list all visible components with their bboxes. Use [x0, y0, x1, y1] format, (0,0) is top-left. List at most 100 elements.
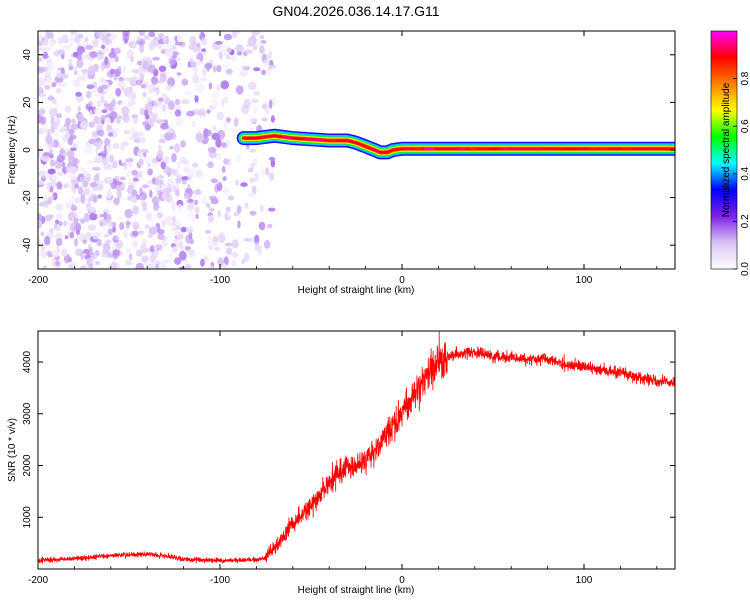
colorbar-tick-label: 0.6: [740, 119, 750, 133]
heatmap-noise-cell: [132, 205, 139, 215]
heatmap-noise-cell: [114, 236, 119, 241]
snr-plot-frame: [37, 330, 676, 570]
heatmap-noise-cell: [246, 123, 251, 132]
heatmap-noise-cell: [252, 104, 258, 115]
heatmap-noise-cell: [222, 120, 228, 130]
heatmap-y-tick-label: -40: [22, 238, 33, 253]
heatmap-noise-cell: [99, 221, 103, 227]
heatmap-noise-cell: [91, 88, 96, 96]
heatmap-noise-cell: [90, 182, 98, 188]
heatmap-noise-cell: [143, 34, 151, 40]
heatmap-noise-cell: [239, 71, 249, 77]
heatmap-x-tick-label: -100: [210, 275, 230, 286]
heatmap-noise-cell: [259, 204, 264, 212]
heatmap-noise-cell: [167, 168, 175, 175]
heatmap-noise-cell: [138, 70, 143, 81]
colorbar-tick-label: 0.0: [740, 262, 750, 276]
heatmap-noise-cell: [87, 224, 97, 231]
heatmap-y-tick-label: 20: [22, 96, 33, 108]
heatmap-noise-cell: [38, 77, 46, 86]
heatmap-noise-cell: [139, 43, 144, 54]
heatmap-noise-cell: [82, 180, 89, 188]
heatmap-noise-cell: [147, 264, 156, 269]
heatmap-noise-cell: [70, 147, 77, 152]
heatmap-noise-cell: [125, 170, 132, 177]
heatmap-noise-cell: [110, 47, 115, 54]
heatmap-noise-cell: [40, 116, 47, 125]
heatmap-noise-cell: [203, 128, 209, 138]
heatmap-noise-cell: [215, 152, 223, 160]
heatmap-noise-cell: [243, 238, 252, 242]
heatmap-noise-cell: [128, 253, 133, 261]
heatmap-noise-cell: [165, 215, 174, 226]
heatmap-carrier-peak: [358, 142, 369, 149]
heatmap-noise-cell: [131, 169, 138, 176]
heatmap-x-tick-label: -200: [28, 275, 48, 286]
heatmap-noise-cell: [92, 186, 97, 191]
heatmap-noise-cell: [87, 66, 97, 75]
heatmap-noise-cell: [89, 213, 98, 221]
snr-y-tick-label: 2000: [22, 454, 33, 477]
heatmap-noise-cell: [124, 88, 133, 93]
heatmap-noise-cell: [162, 35, 167, 44]
heatmap-noise-cell: [43, 84, 51, 90]
heatmap-noise-cell: [174, 257, 182, 265]
heatmap-noise-cell: [221, 98, 225, 108]
heatmap-noise-cell: [206, 203, 211, 208]
heatmap-noise-cell: [138, 158, 144, 167]
colorbar-tick-label: 0.4: [740, 166, 750, 180]
heatmap-carrier-peak: [380, 150, 391, 154]
heatmap-noise-cell: [211, 241, 219, 249]
heatmap-noise-cell: [107, 161, 111, 172]
heatmap-noise-cell: [85, 202, 92, 211]
heatmap-noise-cell: [127, 92, 133, 98]
heatmap-noise-cell: [130, 195, 138, 204]
snr-line-marks: [38, 331, 675, 564]
heatmap-noise-cell: [76, 229, 80, 236]
heatmap-noise-cell: [51, 249, 60, 258]
heatmap-noise-cell: [86, 177, 91, 181]
heatmap-noise-cell: [80, 251, 84, 261]
heatmap-noise-cell: [39, 203, 48, 207]
heatmap-noise-cell: [226, 117, 231, 123]
heatmap-noise-cell: [233, 117, 239, 127]
heatmap-noise-cell: [86, 84, 95, 90]
heatmap-noise-cell: [41, 249, 47, 259]
heatmap-noise-cell: [160, 161, 166, 170]
heatmap-noise-cell: [68, 128, 75, 135]
heatmap-noise-cell: [48, 153, 54, 159]
heatmap-noise-cell: [95, 179, 104, 185]
heatmap-noise-cell: [158, 97, 164, 102]
heatmap-noise-cell: [195, 213, 199, 219]
heatmap-noise-cell: [51, 141, 56, 148]
heatmap-noise-cell: [270, 115, 275, 123]
heatmap-noise-cell: [173, 220, 181, 229]
heatmap-noise-cell: [230, 55, 237, 62]
heatmap-noise-cell: [126, 158, 134, 163]
heatmap-noise-cell: [126, 50, 134, 55]
heatmap-noise-cell: [103, 144, 108, 154]
heatmap-noise-cell: [191, 121, 196, 128]
heatmap-noise-cell: [104, 56, 109, 66]
heatmap-noise-cell: [92, 38, 100, 48]
heatmap-noise-cell: [69, 35, 74, 43]
heatmap-noise-cell: [49, 42, 54, 48]
heatmap-noise-cell: [148, 31, 156, 37]
heatmap-noise-cell: [223, 61, 229, 70]
heatmap-noise-cell: [247, 36, 254, 47]
heatmap-noise-cell: [64, 182, 70, 189]
snr-panel: -200 -100 0 100 1000 2000 3000 4000 Height of s…: [7, 330, 676, 596]
heatmap-noise-cell: [250, 236, 255, 243]
heatmap-noise-cell: [259, 35, 265, 40]
heatmap-noise-cell: [74, 197, 81, 204]
snr-axes: -200 -100 0 100 1000 2000 3000 4000: [22, 331, 675, 586]
heatmap-noise-cell: [157, 233, 165, 240]
heatmap-noise-cell: [223, 158, 230, 165]
heatmap-noise-cell: [267, 223, 273, 229]
heatmap-noise-cell: [175, 116, 184, 126]
heatmap-noise-cell: [86, 160, 96, 164]
heatmap-noise-cell: [115, 128, 120, 134]
heatmap-noise-cell: [55, 213, 64, 220]
heatmap-noise-cell: [103, 103, 110, 108]
heatmap-noise-cell: [159, 264, 167, 269]
